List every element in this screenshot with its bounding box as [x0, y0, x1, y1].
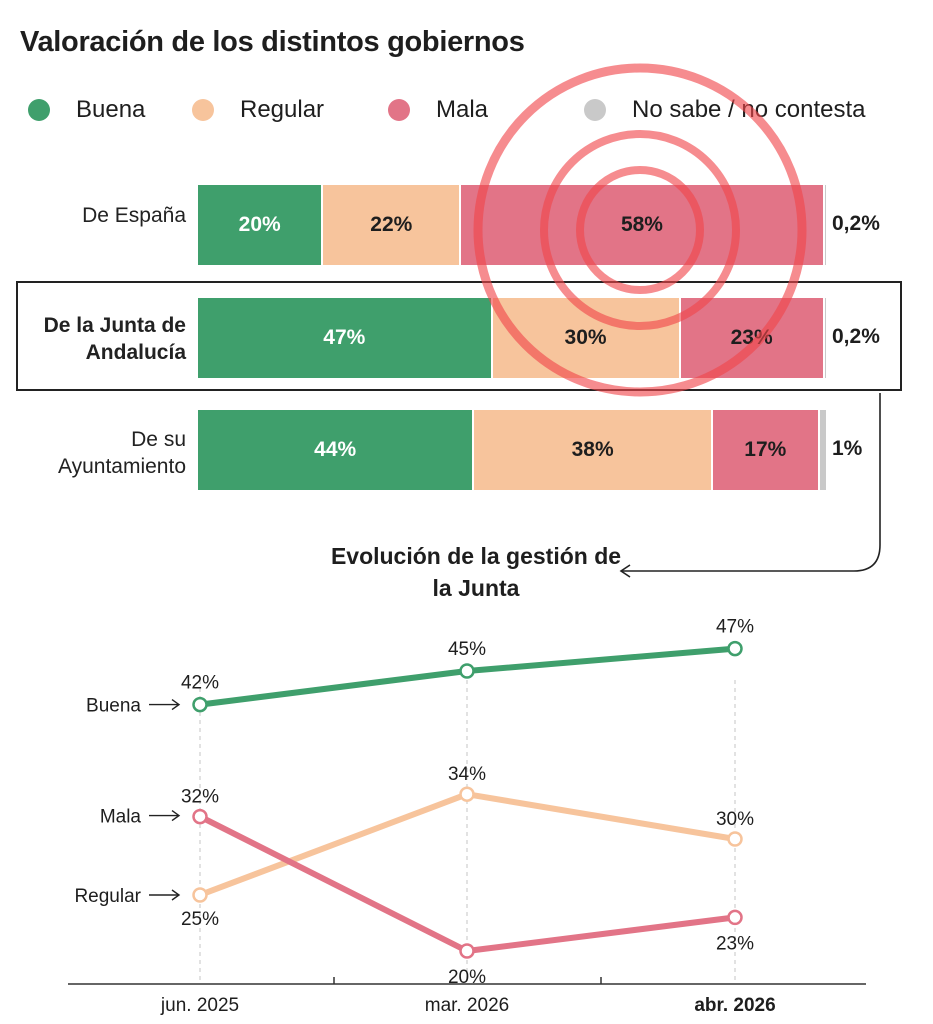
- row-label-espana: De España: [82, 204, 186, 227]
- bar-segment-buena: 44%: [198, 410, 475, 490]
- legend-item-buena: Buena: [28, 96, 145, 124]
- bar-segment-regular: 22%: [323, 185, 462, 265]
- legend-dot-buena: [28, 99, 50, 121]
- data-point-mala: [192, 808, 208, 825]
- series-arrowhead-mala: [171, 810, 181, 822]
- legend-dot-regular: [192, 99, 214, 121]
- bar-value-label-nsnc: 0,2%: [832, 325, 880, 348]
- bar-value-label-nsnc: 1%: [832, 437, 863, 460]
- bar-segment-mala: 58%: [461, 185, 825, 265]
- bar-value-label: 58%: [620, 213, 663, 236]
- data-point-buena: [727, 640, 743, 657]
- data-label-regular: 25%: [181, 909, 219, 930]
- data-point-regular: [192, 887, 208, 903]
- data-point-buena: [459, 663, 475, 679]
- data-point-mala: [727, 909, 743, 926]
- stamp-ring: [540, 130, 740, 330]
- bar-segment-mala: 17%: [712, 410, 820, 490]
- legend-label-buena: Buena: [76, 96, 146, 123]
- legend-dot-nsnc: [584, 99, 606, 121]
- bar-value-label: 44%: [314, 438, 357, 461]
- bar-segment-buena: 20%: [198, 185, 324, 265]
- data-label-regular: 34%: [448, 764, 486, 785]
- stamp-ring: [576, 166, 704, 294]
- row-label-junta: De la Junta de Andalucía: [43, 314, 186, 364]
- highlight-box-junta: [16, 281, 902, 391]
- line-chart-subtitle: Evolución de la gestión de la Junta: [330, 543, 622, 601]
- bar-value-label: 20%: [238, 213, 281, 236]
- bar-segment-buena: 47%: [198, 298, 493, 378]
- bar-value-label-nsnc: 0,2%: [832, 212, 880, 235]
- bar-value-label: 22%: [370, 213, 413, 236]
- bar-value-label: 38%: [571, 438, 614, 461]
- data-point-buena: [192, 696, 208, 713]
- data-point-mala: [459, 943, 475, 959]
- data-label-regular: 30%: [716, 809, 754, 830]
- data-label-mala: 23%: [716, 933, 754, 954]
- x-tick-label: jun. 2025: [160, 995, 239, 1016]
- series-label-mala: Mala: [100, 807, 142, 828]
- legend-label-mala: Mala: [436, 96, 489, 123]
- data-label-buena: 45%: [448, 639, 486, 660]
- bar-segment-nsnc: [824, 298, 826, 378]
- bar-value-label: 30%: [564, 326, 607, 349]
- legend-label-regular: Regular: [240, 96, 325, 123]
- legend-item-regular: Regular: [192, 96, 324, 124]
- bar-value-label: 47%: [323, 326, 366, 349]
- bar-value-label: 17%: [744, 438, 787, 461]
- stamp-ring: [473, 63, 807, 397]
- chart-title: Valoración de los distintos gobiernos: [20, 26, 525, 58]
- bar-segment-regular: 38%: [474, 410, 713, 490]
- data-point-regular: [727, 831, 743, 847]
- data-label-mala: 20%: [448, 967, 486, 988]
- bar-ayuntamiento: 44% 38% 17%: [198, 410, 826, 490]
- connector-line: [622, 393, 881, 572]
- x-tick-label: mar. 2026: [425, 995, 510, 1016]
- connector-arrowhead: [619, 564, 631, 578]
- data-label-buena: 42%: [181, 673, 219, 694]
- data-label-buena: 47%: [716, 617, 754, 638]
- x-tick-label: abr. 2026: [694, 995, 775, 1016]
- bar-segment-nsnc: [819, 410, 826, 490]
- bar-segment-nsnc: [824, 185, 826, 265]
- series-arrowhead-buena: [171, 699, 181, 711]
- series-label-buena: Buena: [86, 696, 141, 717]
- row-label-ayuntamiento: De su Ayuntamiento: [57, 428, 186, 478]
- series-label-regular: Regular: [74, 886, 141, 907]
- series-arrowhead-regular: [171, 889, 181, 901]
- data-point-regular: [459, 786, 475, 802]
- legend-item-mala: Mala: [388, 96, 488, 124]
- bar-espana: 20% 22% 58%: [198, 185, 826, 265]
- legend-dot-mala: [388, 99, 410, 121]
- data-label-mala: 32%: [181, 787, 219, 808]
